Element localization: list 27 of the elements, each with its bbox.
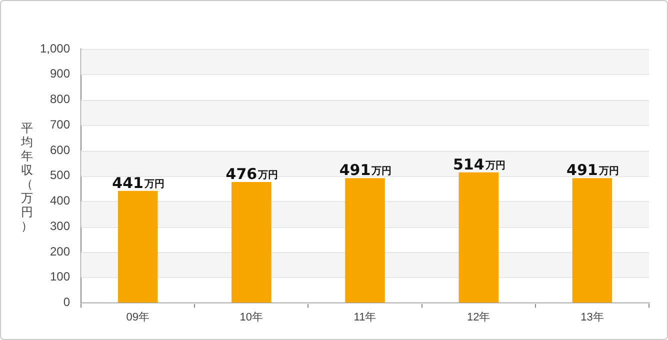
data-label: 514万円 <box>452 155 506 174</box>
x-tick-label: 11年 <box>354 311 376 324</box>
data-label: 491万円 <box>566 161 619 180</box>
y-tick-label: 300 <box>50 218 70 233</box>
x-tick-label: 12年 <box>466 311 490 324</box>
bar <box>345 178 385 303</box>
x-tick-label: 10年 <box>240 311 264 324</box>
y-tick-label: 500 <box>50 168 70 182</box>
y-tick-label: 0 <box>63 295 70 310</box>
y-tick-label: 900 <box>50 66 70 81</box>
data-label: 476万円 <box>226 164 278 183</box>
data-label: 491万円 <box>339 161 392 180</box>
y-tick-label: 700 <box>50 117 70 132</box>
y-tick-label: 100 <box>50 270 70 284</box>
x-tick-label: 09年 <box>126 311 150 324</box>
bar <box>458 172 498 303</box>
y-axis-title: 平均年収（万円） <box>20 121 34 233</box>
y-tick-label: 1,000 <box>40 41 70 56</box>
x-tick-label: 13年 <box>580 311 604 324</box>
bar <box>118 190 158 303</box>
bar <box>232 182 272 303</box>
y-tick-label: 600 <box>50 142 70 157</box>
bar <box>572 178 612 303</box>
y-tick-label: 200 <box>50 244 70 258</box>
y-tick-label: 400 <box>50 194 70 208</box>
data-label: 441万円 <box>112 174 164 192</box>
y-tick-label: 800 <box>50 92 70 106</box>
